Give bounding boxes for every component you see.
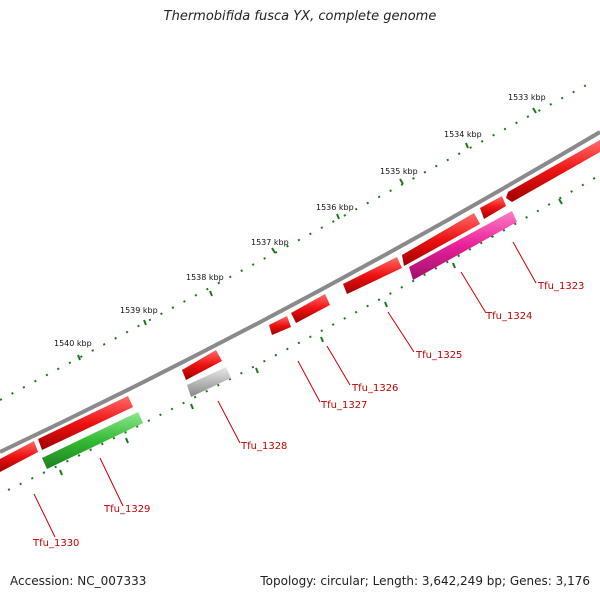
gene-arrow[interactable] (402, 213, 480, 266)
tick (558, 198, 563, 205)
inner-ruler (7, 174, 600, 491)
tick (399, 178, 404, 185)
tick (384, 301, 388, 308)
gene-arrow[interactable] (42, 412, 143, 469)
tick (125, 437, 129, 444)
gene-arrow[interactable] (291, 294, 330, 323)
gene-arrow[interactable] (506, 140, 600, 202)
gene-label: Tfu_1323 (537, 281, 584, 292)
kbp-label: 1535 kbp (380, 167, 418, 176)
outer-ruler (0, 81, 593, 401)
kbp-labels: 1533 kbp 1534 kbp 1535 kbp 1536 kbp 1537… (54, 93, 546, 348)
tick (77, 354, 81, 361)
gene-label: Tfu_1329 (103, 504, 150, 515)
tick (320, 336, 324, 343)
gene-arrow[interactable] (0, 441, 38, 472)
kbp-label: 1533 kbp (508, 93, 546, 102)
gene-arrow[interactable] (343, 257, 402, 294)
gene-labels: Tfu_1323 Tfu_1324 Tfu_1325 Tfu_1326 Tfu_… (32, 281, 584, 549)
gene-arrow[interactable] (38, 396, 133, 450)
accession-text: Accession: NC_007333 (10, 574, 147, 588)
kbp-label: 1536 kbp (316, 203, 354, 212)
genome-backbone (0, 130, 600, 454)
gene-label: Tfu_1330 (32, 538, 79, 549)
tick (209, 290, 213, 297)
gene-arrow[interactable] (269, 316, 291, 335)
tick (271, 247, 276, 254)
tick (59, 469, 63, 476)
tick (255, 367, 259, 374)
map-title: Thermobifida fusca YX, complete genome (163, 9, 437, 24)
gene-arrow[interactable] (187, 367, 231, 397)
tick (336, 213, 340, 220)
gene-callouts (33, 241, 537, 538)
kbp-label: 1537 kbp (251, 238, 289, 247)
gene-arrow[interactable] (182, 350, 222, 380)
gene-features (0, 140, 600, 472)
gene-label: Tfu_1328 (240, 441, 287, 452)
topology-summary: Topology: circular; Length: 3,642,249 bp… (260, 574, 590, 588)
inner-major-ticks (59, 198, 563, 476)
kbp-label: 1534 kbp (444, 130, 482, 139)
tick (143, 319, 147, 326)
gene-label: Tfu_1324 (485, 311, 532, 322)
tick (190, 403, 194, 410)
gene-arrow[interactable] (409, 211, 517, 280)
kbp-label: 1538 kbp (186, 273, 224, 282)
tick (452, 262, 456, 269)
tick (465, 142, 469, 149)
outer-major-ticks (77, 107, 537, 361)
gene-label: Tfu_1325 (415, 350, 462, 361)
tick (532, 107, 537, 114)
kbp-label: 1540 kbp (54, 339, 92, 348)
gene-label: Tfu_1326 (351, 383, 398, 394)
gene-arrow[interactable] (480, 196, 506, 219)
gene-label: Tfu_1327 (320, 400, 367, 411)
kbp-label: 1539 kbp (120, 306, 158, 315)
